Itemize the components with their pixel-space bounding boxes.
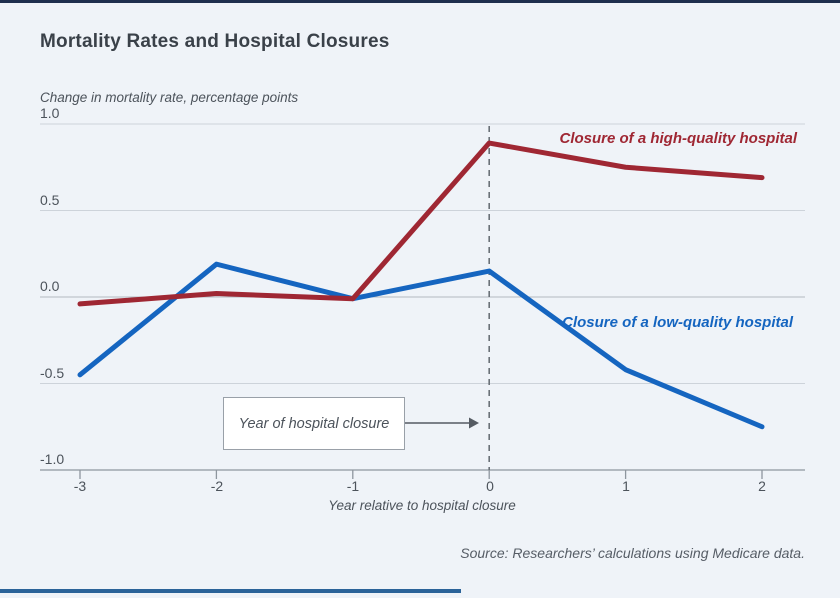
- series-label-low-quality: Closure of a low-quality hospital: [562, 314, 793, 331]
- y-tick-label: -0.5: [40, 365, 65, 381]
- y-tick-label: 0.5: [40, 192, 60, 208]
- high-quality-series-line: [77, 140, 765, 307]
- chart-title: Mortality Rates and Hospital Closures: [40, 31, 390, 52]
- series-label-high-quality: Closure of a high-quality hospital: [559, 130, 797, 147]
- y-tick-label: 1.0: [40, 105, 60, 121]
- y-tick-label: -1.0: [40, 451, 65, 467]
- x-tick-label: 0: [486, 478, 494, 494]
- closure-year-annotation-box: Year of hospital closure: [223, 397, 405, 450]
- x-tick-label: -1: [346, 478, 360, 494]
- closure-year-annotation-text: Year of hospital closure: [238, 415, 390, 432]
- annotation-arrow-head: [469, 417, 479, 429]
- y-tick-label: 0.0: [40, 278, 60, 294]
- x-tick-label: -2: [210, 478, 224, 494]
- x-tick-label: -3: [73, 478, 87, 494]
- low-quality-series-line: [77, 261, 765, 430]
- top-accent-bar: [0, 0, 840, 3]
- x-axis-label: Year relative to hospital closure: [328, 498, 516, 513]
- x-tick-label: 1: [622, 478, 630, 494]
- bottom-accent-bar: [0, 589, 461, 593]
- x-tick-label: 2: [758, 478, 766, 494]
- source-note: Source: Researchers’ calculations using …: [460, 545, 805, 561]
- y-axis-unit-label: Change in mortality rate, percentage poi…: [40, 90, 299, 105]
